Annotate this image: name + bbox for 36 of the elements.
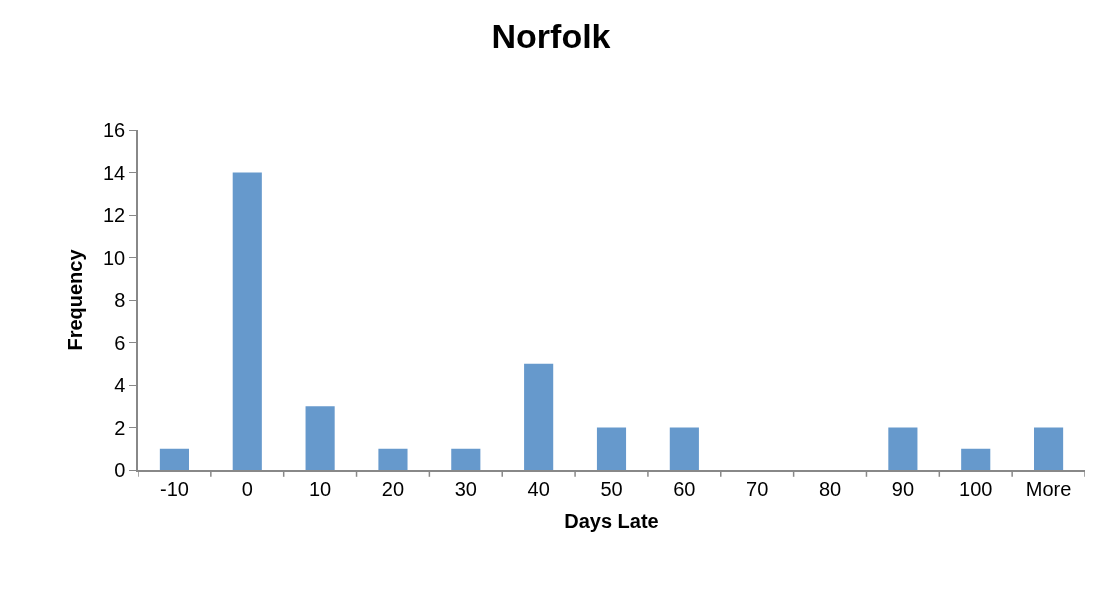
y-tick-label: 0 (114, 459, 126, 481)
bar (1034, 427, 1064, 470)
x-axis-title: Days Late (564, 509, 659, 532)
y-tick-label: 4 (114, 374, 126, 396)
x-tick-label: 0 (241, 477, 253, 500)
bar (451, 448, 481, 470)
x-tick-label: 90 (891, 477, 915, 500)
bar (669, 427, 699, 470)
bar (596, 427, 627, 470)
x-tick-label: 20 (381, 477, 405, 500)
bar (961, 448, 991, 470)
bar (524, 363, 554, 470)
y-tick-label: 10 (103, 246, 126, 269)
y-tick-label: 16 (103, 119, 126, 141)
bar (159, 448, 189, 470)
y-tick-label: 12 (103, 204, 126, 226)
x-tick-label: 60 (673, 477, 696, 500)
x-tick-label: -10 (159, 477, 189, 500)
x-tick-label: 30 (454, 477, 477, 500)
y-axis-title: Frequency (64, 248, 86, 351)
y-tick-label: 8 (114, 289, 126, 311)
y-tick-label: 14 (103, 161, 126, 184)
chart-title: Norfolk (491, 16, 611, 55)
y-tick-label: 6 (114, 331, 126, 354)
x-tick-label: 10 (308, 477, 332, 500)
bar (888, 427, 918, 470)
x-tick-label: 80 (818, 477, 842, 500)
bar (305, 406, 335, 470)
bar (378, 448, 408, 470)
x-tick-label: 50 (600, 477, 623, 500)
y-tick-label: 2 (114, 416, 126, 439)
x-tick-label: 100 (959, 477, 993, 500)
x-tick-label: 40 (527, 477, 550, 500)
bar (232, 172, 262, 470)
x-tick-label: 70 (746, 477, 769, 500)
x-tick-label: More (1025, 477, 1072, 500)
